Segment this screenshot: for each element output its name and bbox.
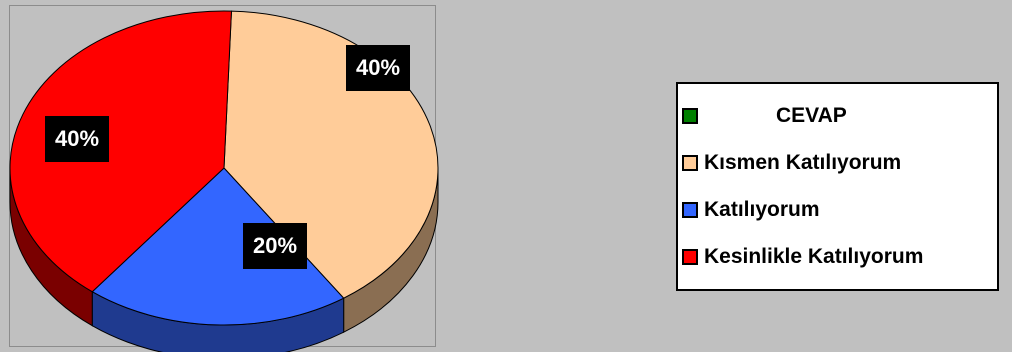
legend-item-katiliyorum: Katılıyorum — [682, 186, 997, 233]
data-label-kesinlikle: 40% — [45, 116, 110, 162]
legend-swatch-icon — [682, 201, 698, 218]
legend-swatch-icon — [682, 248, 698, 265]
legend-title: CEVAP — [682, 92, 997, 139]
legend-item-label: Kısmen Katılıyorum — [704, 150, 902, 174]
legend-item-label: Katılıyorum — [704, 197, 820, 221]
pie-slice-2 — [9, 10, 232, 293]
data-label-katiliyorum: 20% — [243, 223, 308, 269]
legend-swatch-icon — [682, 107, 698, 124]
legend-item-kesinlikle: Kesinlikle Katılıyorum — [682, 233, 997, 280]
pie-slice-1 — [91, 167, 345, 326]
legend: CEVAP Kısmen Katılıyorum Katılıyorum Kes… — [676, 82, 999, 291]
legend-title-text: CEVAP — [776, 103, 847, 127]
legend-swatch-icon — [682, 154, 698, 171]
legend-item-label: Kesinlikle Katılıyorum — [704, 244, 924, 268]
data-label-kismen: 40% — [346, 45, 411, 91]
legend-item-kismen: Kısmen Katılıyorum — [682, 139, 997, 186]
